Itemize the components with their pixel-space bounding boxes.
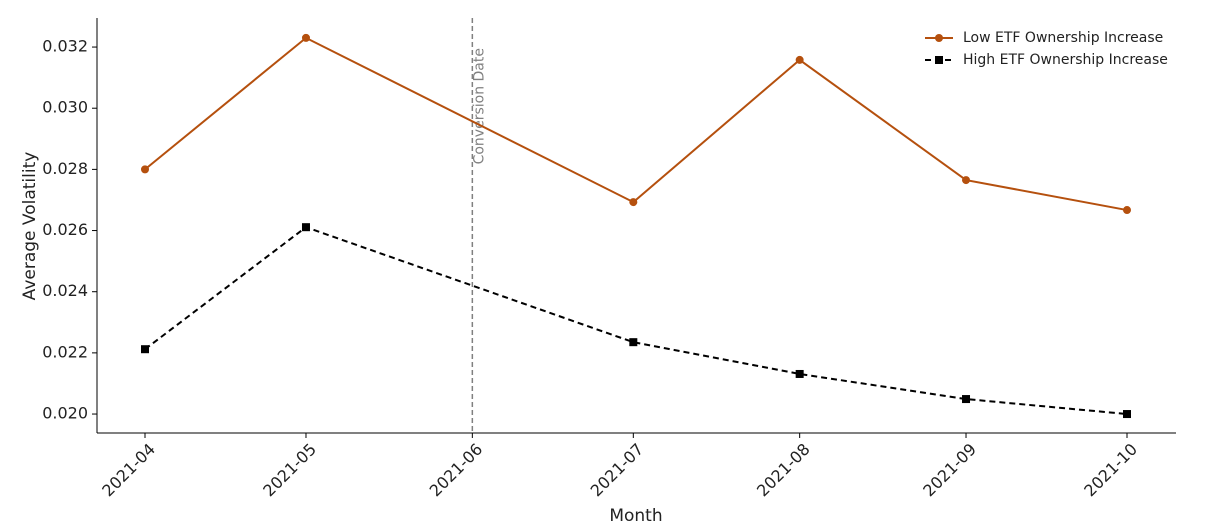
- marker: [301, 223, 310, 232]
- marker: [629, 198, 638, 207]
- y-tick-label: 0.024: [42, 281, 88, 300]
- y-tick-label: 0.032: [42, 37, 88, 56]
- marker: [141, 345, 149, 354]
- x-tick-label: 2021-04: [98, 440, 159, 501]
- marker: [795, 55, 804, 64]
- marker: [1123, 206, 1131, 215]
- series-line: [144, 226, 1128, 416]
- legend-marker: [935, 34, 943, 42]
- x-tick-label: 2021-06: [426, 440, 487, 501]
- marker: [301, 33, 310, 42]
- y-tick-label: 0.028: [42, 159, 88, 178]
- x-tick-label: 2021-05: [259, 440, 320, 501]
- x-axis-label: Month: [609, 506, 662, 526]
- x-tick-label: 2021-08: [753, 440, 814, 501]
- legend-label: High ETF Ownership Increase: [963, 52, 1168, 68]
- marker: [962, 176, 971, 185]
- marker: [962, 395, 971, 404]
- y-tick-label: 0.026: [42, 220, 88, 239]
- y-tick-label: 0.022: [42, 342, 88, 361]
- y-tick-label: 0.030: [42, 98, 88, 117]
- y-tick-label: 0.020: [42, 404, 88, 423]
- marker: [795, 369, 804, 378]
- series-line: [144, 36, 1128, 212]
- marker: [141, 165, 149, 174]
- x-tick-label: 2021-10: [1080, 440, 1141, 501]
- marker: [1123, 410, 1131, 419]
- y-axis-label: Average Volatility: [20, 152, 40, 301]
- annotation-label: Conversion Date: [471, 48, 487, 164]
- marker: [629, 338, 638, 347]
- legend-label: Low ETF Ownership Increase: [963, 30, 1163, 46]
- x-tick-label: 2021-07: [587, 440, 648, 501]
- x-tick-label: 2021-09: [919, 440, 980, 501]
- legend-marker: [935, 56, 943, 64]
